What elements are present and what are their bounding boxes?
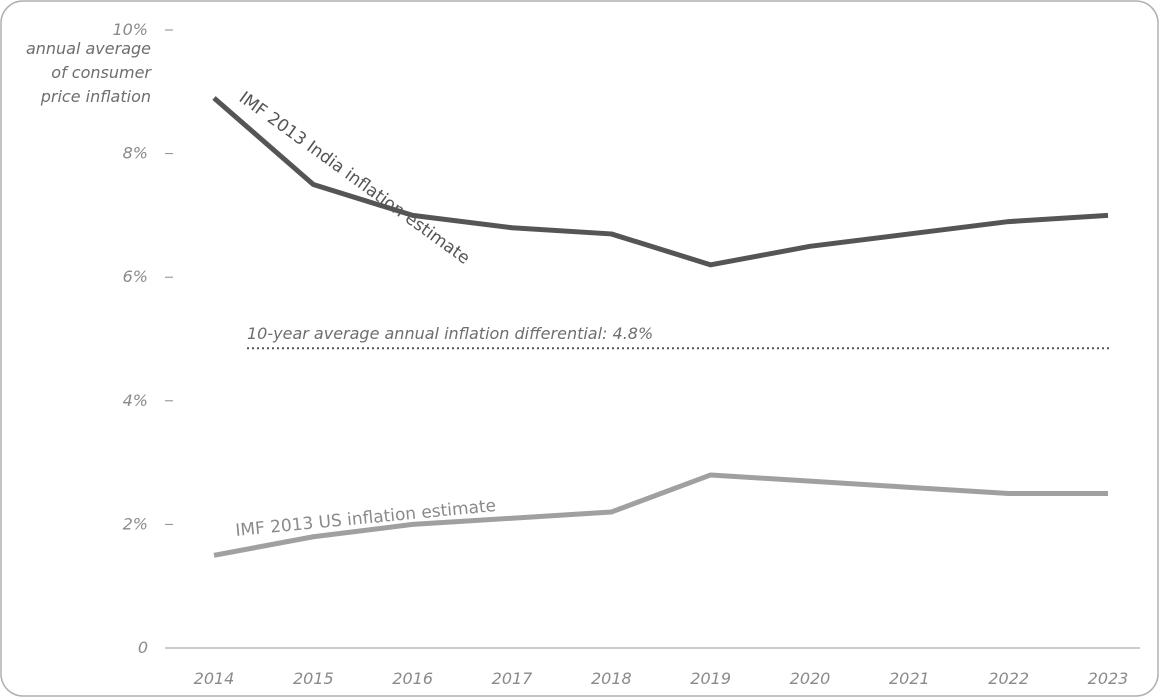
x-tick-label: 2015 bbox=[293, 669, 334, 688]
y-axis-label-line-3: price inflation bbox=[40, 87, 151, 106]
x-axis-ticks: 2014 2015 2016 2017 2018 2019 2020 2021 2022 2023 bbox=[194, 669, 1129, 688]
x-tick-label: 2020 bbox=[790, 669, 831, 688]
us-inflation-line bbox=[213, 472, 1108, 558]
y-tick-label: 2% bbox=[123, 514, 148, 533]
x-tick-label: 2016 bbox=[392, 669, 433, 688]
y-tick-label: 0 bbox=[138, 638, 148, 657]
x-tick-label: 2014 bbox=[194, 669, 235, 688]
x-tick-label: 2018 bbox=[591, 669, 632, 688]
y-tick-label: 10% bbox=[112, 20, 148, 39]
x-tick-label: 2021 bbox=[889, 669, 930, 688]
y-tick-label: 4% bbox=[123, 391, 148, 410]
y-axis-label-line-2: of consumer bbox=[51, 63, 152, 82]
y-axis-label: annual average of consumer price inflati… bbox=[26, 39, 152, 106]
india-inflation-line bbox=[212, 96, 1109, 268]
x-tick-label: 2023 bbox=[1088, 669, 1129, 688]
x-tick-label: 2022 bbox=[988, 669, 1029, 688]
series-lines bbox=[212, 96, 1109, 558]
y-axis-ticks: 0 2% 4% 6% 8% 10% bbox=[112, 20, 173, 657]
x-tick-label: 2019 bbox=[690, 669, 731, 688]
differential-annotation: 10-year average annual inflation differe… bbox=[247, 324, 653, 343]
y-tick-label: 6% bbox=[123, 267, 148, 286]
y-tick-label: 8% bbox=[123, 144, 148, 163]
x-tick-label: 2017 bbox=[492, 669, 534, 688]
y-axis-label-line-1: annual average bbox=[26, 39, 151, 58]
